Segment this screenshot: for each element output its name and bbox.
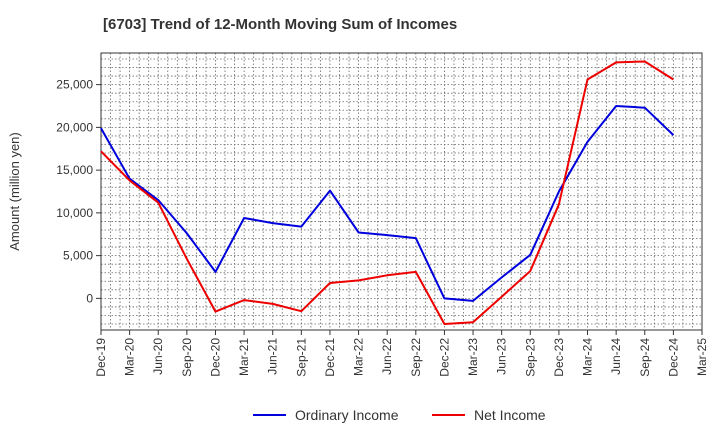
plot-area [100,52,703,331]
data-point [615,105,617,107]
legend: Ordinary Income Net Income [253,407,546,423]
data-point [415,237,417,239]
data-point [472,300,474,302]
x-tick-label: Dec-23 [552,338,566,377]
x-tick-label: Jun-23 [495,338,509,375]
x-tick-label: Mar-22 [352,338,366,376]
data-point [558,203,560,205]
data-point [329,189,331,191]
data-point [272,222,274,224]
data-point [329,282,331,284]
series-line-ordinary-income [100,105,675,302]
data-point [443,323,445,325]
y-tick-label: 10,000 [56,206,93,220]
legend-label: Ordinary Income [295,407,399,423]
data-point [386,274,388,276]
data-point [243,217,245,219]
data-point [186,232,188,234]
gridlines [101,53,702,330]
data-point [529,254,531,256]
x-tick-label: Sep-22 [409,338,423,377]
y-axis-title: Amount (million yen) [7,132,22,251]
x-tick-label: Dec-22 [437,338,451,377]
x-tick-label: Sep-20 [180,338,194,377]
data-point [586,141,588,143]
data-point [586,78,588,80]
x-axis: Dec-19 Mar-20 Jun-20 Sep-20 Dec-20 Mar-21 Jun-… [94,330,709,377]
data-point [644,60,646,62]
data-point [357,279,359,281]
x-tick-label: Dec-19 [94,338,108,377]
y-tick-label: 0 [86,291,93,305]
x-tick-label: Jun-20 [151,338,165,375]
y-tick-label: 25,000 [56,78,93,92]
x-tick-label: Dec-24 [666,338,680,377]
data-point [300,225,302,227]
data-point [243,299,245,301]
data-point [214,310,216,312]
x-tick-label: Mar-25 [695,338,709,376]
data-point [558,190,560,192]
data-point [415,271,417,273]
data-point [500,276,502,278]
y-axis: 0 5,000 10,000 15,000 20,000 25,000 [56,78,101,305]
x-tick-label: Jun-22 [380,338,394,375]
data-point [443,297,445,299]
data-point [357,231,359,233]
data-point [644,107,646,109]
x-tick-label: Sep-21 [294,338,308,377]
data-point [500,295,502,297]
x-tick-label: Dec-20 [208,338,222,377]
y-tick-label: 20,000 [56,120,93,134]
data-point [529,270,531,272]
data-point [672,134,674,136]
x-tick-label: Mar-20 [123,338,137,376]
data-point [186,258,188,260]
data-point [272,303,274,305]
y-tick-label: 15,000 [56,163,93,177]
data-point [672,78,674,80]
x-tick-label: Jun-21 [266,338,280,375]
data-point [615,61,617,63]
data-point [100,150,102,152]
data-point [300,310,302,312]
series-layer [100,60,675,325]
x-tick-label: Mar-21 [237,338,251,376]
data-point [214,271,216,273]
data-point [128,179,130,181]
y-tick-label: 5,000 [63,249,93,263]
legend-label: Net Income [474,407,546,423]
x-tick-label: Sep-23 [523,338,537,377]
data-point [472,321,474,323]
x-tick-label: Dec-21 [323,338,337,377]
chart-title: [6703] Trend of 12-Month Moving Sum of I… [103,16,458,33]
x-tick-label: Mar-24 [581,338,595,376]
data-point [386,234,388,236]
x-tick-label: Mar-23 [466,338,480,376]
data-point [157,201,159,203]
x-tick-label: Sep-24 [638,338,652,377]
series-line-net-income [100,60,674,325]
x-tick-label: Jun-24 [609,338,623,375]
data-point [100,127,102,129]
